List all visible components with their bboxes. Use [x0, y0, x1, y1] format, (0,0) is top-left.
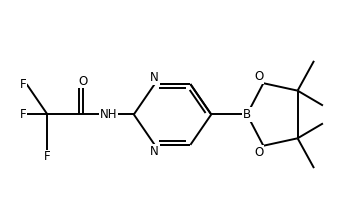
Text: N: N: [150, 71, 159, 84]
Text: N: N: [150, 145, 159, 158]
Text: F: F: [44, 150, 51, 163]
Text: B: B: [243, 108, 251, 121]
Text: NH: NH: [100, 108, 117, 121]
Text: F: F: [20, 78, 27, 91]
Text: O: O: [254, 70, 263, 83]
Text: F: F: [20, 108, 27, 121]
Text: O: O: [254, 146, 263, 159]
Text: O: O: [79, 75, 88, 88]
